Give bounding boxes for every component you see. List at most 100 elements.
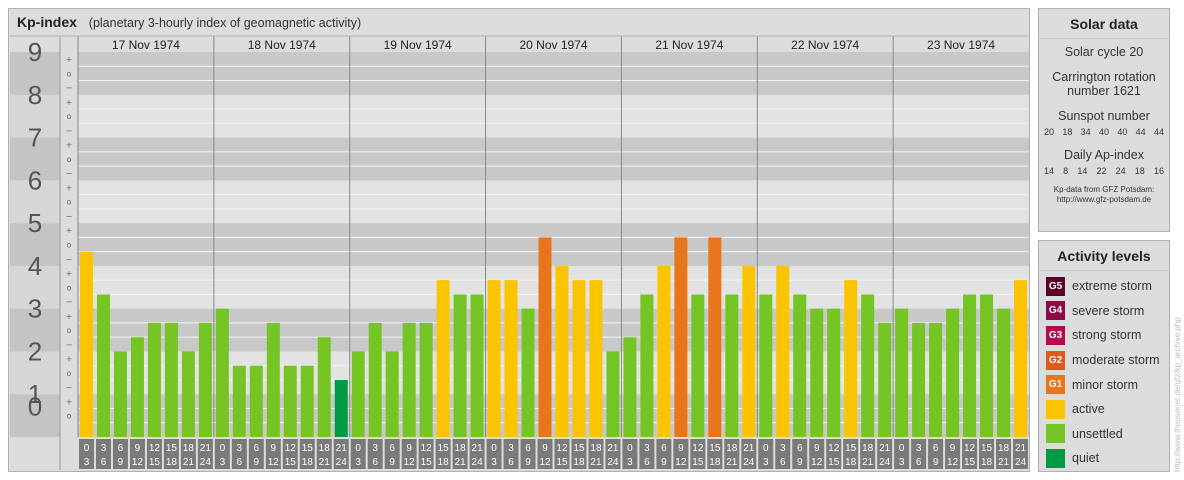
carrington-number: number 1621 [1067, 84, 1141, 98]
y-band-label-6 [10, 137, 60, 181]
legend-swatch [1046, 424, 1065, 444]
y-band-3 [78, 265, 1029, 309]
hour-cell [299, 439, 315, 469]
bar-d1-h1 [232, 365, 246, 437]
hour-cell [605, 439, 621, 469]
hour-cell [860, 439, 876, 469]
bar-d0-h2 [113, 351, 127, 437]
bar-d3-h2 [521, 308, 535, 437]
hour-label-end: 9 [118, 457, 124, 468]
y-band-label-5 [10, 180, 60, 224]
solar-data-title: Solar data [1039, 9, 1169, 39]
hour-label-start: 9 [271, 443, 277, 454]
bar-d5-h3 [810, 308, 824, 437]
hour-label-start: 0 [84, 443, 90, 454]
hour-label-start: 12 [421, 443, 433, 454]
hour-label-start: 18 [455, 443, 467, 454]
bar-d5-h1 [776, 265, 790, 437]
hour-cell [231, 439, 247, 469]
hour-label-end: 18 [981, 457, 993, 468]
hour-label-start: 6 [254, 443, 260, 454]
hour-label-end: 21 [726, 457, 738, 468]
hour-cell [554, 439, 570, 469]
legend-label: strong storm [1072, 328, 1142, 343]
hour-cell [146, 439, 162, 469]
hour-cell [758, 439, 774, 469]
hour-cell [79, 439, 94, 469]
day-label-0: 17 Nov 1974 [112, 38, 180, 52]
bar-d1-h3 [266, 322, 280, 437]
hour-label-end: 15 [828, 457, 840, 468]
sunspot-title: Sunspot number [1058, 109, 1150, 123]
hour-label-end: 24 [607, 457, 619, 468]
hour-cell [775, 439, 791, 469]
hour-cell [520, 439, 536, 469]
day-label-5: 22 Nov 1974 [791, 38, 859, 52]
legend-swatch: G2 [1046, 350, 1065, 370]
hour-cell [928, 439, 944, 469]
y-tick-label-0: 0 [28, 392, 42, 422]
hour-cell [350, 439, 366, 469]
third-mark: o [67, 326, 72, 335]
bar-d1-h2 [249, 365, 263, 437]
bar-d6-h5 [980, 294, 994, 437]
hour-label-start: 18 [862, 443, 874, 454]
hour-label-start: 6 [933, 443, 939, 454]
legend-swatch: G4 [1046, 301, 1065, 321]
third-mark: + [66, 141, 73, 150]
y-band-7 [78, 94, 1029, 138]
hour-label-start: 9 [814, 443, 820, 454]
ap-value-4: 24 [1115, 166, 1126, 176]
hour-label-start: 3 [237, 443, 243, 454]
hour-label-start: 3 [101, 443, 107, 454]
legend-label: active [1072, 402, 1105, 417]
day-label-2: 19 Nov 1974 [384, 38, 452, 52]
hour-cell [503, 439, 519, 469]
y-tick-label-4: 4 [28, 251, 42, 281]
hour-cell [962, 439, 978, 469]
hour-label-start: 3 [644, 443, 650, 454]
hour-label-start: 18 [998, 443, 1010, 454]
hour-label-end: 18 [166, 457, 178, 468]
day-label-6: 23 Nov 1974 [927, 38, 995, 52]
hour-label-end: 15 [421, 457, 433, 468]
third-mark: + [66, 183, 73, 192]
hour-cell [792, 439, 808, 469]
hour-cell [537, 439, 553, 469]
legend-swatch: G5 [1046, 276, 1065, 296]
y-band-label-7 [10, 94, 60, 138]
hour-label-end: 21 [998, 457, 1010, 468]
hour-label-end: 3 [355, 457, 361, 468]
hour-label-start: 18 [319, 443, 331, 454]
third-mark: − [66, 212, 73, 221]
hour-cell [214, 439, 230, 469]
hour-label-start: 0 [899, 443, 905, 454]
sunspot-value-4: 40 [1117, 127, 1128, 137]
third-mark: o [67, 198, 72, 207]
hour-cell [809, 439, 825, 469]
watermark-url: http://www.theusenet.de/gfz/kp_archive.p… [1173, 317, 1182, 472]
hour-label-end: 9 [525, 457, 531, 468]
hour-label-end: 12 [675, 457, 687, 468]
hour-label-end: 24 [743, 457, 755, 468]
legend-item-severe-storm: G4 severe storm [1039, 299, 1169, 324]
hour-label-end: 9 [389, 457, 395, 468]
hour-label-start: 21 [1015, 443, 1027, 454]
bar-d6-h7 [1014, 280, 1027, 437]
legend-label: severe storm [1072, 303, 1145, 318]
hour-label-start: 18 [590, 443, 602, 454]
legend-label: extreme storm [1072, 279, 1152, 294]
hour-label-end: 12 [811, 457, 823, 468]
y-band-label-3 [10, 265, 60, 309]
bar-d5-h4 [827, 308, 841, 437]
hour-label-end: 12 [539, 457, 551, 468]
hour-label-end: 6 [508, 457, 514, 468]
chart-title: Kp-index [17, 14, 77, 30]
hour-label-start: 3 [508, 443, 514, 454]
legend-item-moderate-storm: G2 moderate storm [1039, 348, 1169, 373]
bar-d0-h5 [164, 322, 178, 437]
hour-label-end: 6 [644, 457, 650, 468]
activity-legend: G5 extreme storm G4 severe storm G3 strong st… [1039, 271, 1169, 471]
bar-d0-h7 [198, 322, 212, 437]
third-mark: + [66, 397, 73, 406]
